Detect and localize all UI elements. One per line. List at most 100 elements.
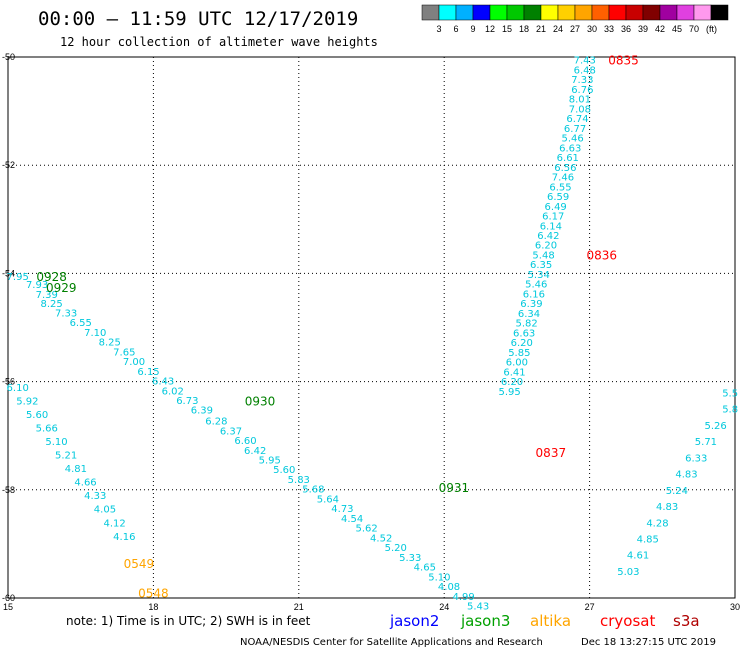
data-point-s3a: 5.5	[722, 388, 738, 399]
data-point-cryosat: 5.48	[532, 250, 554, 261]
plot-frame	[7, 56, 736, 599]
data-point-cryosat: 7.08	[569, 104, 591, 115]
data-point-cryosat: 6.76	[571, 85, 593, 96]
data-point-cryosat: 6.35	[530, 260, 552, 271]
data-point-jason3: 6.73	[176, 396, 198, 407]
scale-swatch	[506, 4, 525, 21]
data-point-altika: 5.60	[26, 410, 48, 421]
chart-note: note: 1) Time is in UTC; 2) SWH is in fe…	[66, 614, 311, 628]
satellite-jason2: jason2	[389, 612, 439, 630]
x-tick-label: 30	[730, 602, 740, 612]
data-point-jason3: 5.83	[288, 475, 310, 486]
scale-label: 9	[470, 24, 475, 34]
data-point-jason3: 5.10	[428, 572, 450, 583]
data-point-altika: 5.66	[36, 424, 58, 435]
data-point-cryosat: 6.20	[501, 377, 523, 388]
data-point-cryosat: 6.61	[557, 153, 579, 164]
pass-time-label: 0928	[36, 270, 67, 284]
data-point-cryosat: 6.49	[545, 202, 567, 213]
data-point-cryosat: 7.43	[574, 56, 596, 67]
data-point-cryosat: 6.55	[549, 182, 571, 193]
chart-subtitle: 12 hour collection of altimeter wave hei…	[60, 35, 378, 49]
scale-label: 45	[672, 24, 682, 34]
data-point-cryosat: 6.20	[511, 338, 533, 349]
wave-height-points: 7.957.937.398.257.336.557.108.257.657.00…	[7, 56, 739, 613]
data-point-cryosat: 6.48	[574, 65, 596, 76]
data-point-jason3: 5.60	[273, 465, 295, 476]
pass-time-label: 0548	[138, 587, 169, 601]
satellite-cryosat: cryosat	[600, 612, 655, 630]
data-point-jason3: 7.00	[123, 357, 145, 368]
footer-credit: NOAA/NESDIS Center for Satellite Applica…	[240, 637, 543, 648]
data-point-cryosat: 5.85	[508, 348, 530, 359]
satellite-jason3: jason3	[460, 612, 510, 630]
pass-time-label: 0836	[586, 248, 617, 262]
data-point-jason3: 7.65	[113, 347, 135, 358]
y-tick-label: -52	[2, 160, 15, 170]
data-point-jason3: 7.95	[7, 272, 29, 283]
data-point-jason3: 6.60	[234, 436, 256, 447]
scale-label: 36	[621, 24, 631, 34]
data-point-cryosat: 5.46	[525, 280, 547, 291]
data-point-s3a: 5.8	[722, 405, 738, 416]
data-point-altika: 4.66	[74, 478, 96, 489]
data-point-cryosat: 5.34	[528, 270, 550, 281]
data-point-jason3: 6.02	[162, 386, 184, 397]
satellite-s3a: s3a	[673, 612, 700, 630]
x-tick-label: 21	[294, 602, 304, 612]
data-point-jason3: 5.62	[356, 524, 378, 535]
y-tick-label: -54	[2, 268, 15, 278]
grid	[8, 57, 735, 598]
scale-swatch	[557, 4, 576, 21]
data-point-jason3: 7.93	[26, 280, 48, 291]
data-point-cryosat: 6.34	[518, 309, 540, 320]
data-point-jason3: 7.33	[55, 308, 77, 319]
scale-label: 18	[519, 24, 529, 34]
scale-swatch	[421, 4, 440, 21]
data-point-jason3: 6.43	[152, 377, 174, 388]
data-point-altika: 5.21	[55, 451, 77, 462]
data-point-jason3: 4.52	[370, 533, 392, 544]
scale-swatch	[608, 4, 627, 21]
data-point-cryosat: 6.14	[540, 221, 562, 232]
data-point-cryosat: 5.82	[515, 319, 537, 330]
data-point-cryosat: 6.77	[564, 124, 586, 135]
data-point-cryosat: 6.17	[542, 212, 564, 223]
x-tick-label: 18	[148, 602, 158, 612]
data-point-cryosat: 6.59	[547, 192, 569, 203]
pass-time-label: 0549	[124, 557, 155, 571]
data-point-cryosat: 8.01	[569, 95, 591, 106]
data-point-s3a: 4.83	[675, 470, 697, 481]
scale-swatch	[676, 4, 695, 21]
data-point-jason3: 5.95	[259, 456, 281, 467]
data-point-s3a: 5.71	[695, 437, 717, 448]
data-point-cryosat: 6.42	[537, 231, 559, 242]
scale-swatch	[625, 4, 644, 21]
data-point-jason3: 6.15	[137, 367, 159, 378]
x-tick-label: 27	[585, 602, 595, 612]
scale-swatch	[642, 4, 661, 21]
data-point-altika: 6.10	[7, 383, 29, 394]
data-point-cryosat: 7.33	[571, 75, 593, 86]
y-tick-label: -60	[2, 593, 15, 603]
data-point-cryosat: 6.74	[566, 114, 588, 125]
scale-label: 39	[638, 24, 648, 34]
pass-time-label: 0931	[439, 481, 470, 495]
y-tick-label: -50	[2, 52, 15, 62]
data-point-s3a: 4.85	[637, 534, 659, 545]
data-point-cryosat: 6.20	[535, 241, 557, 252]
data-point-cryosat: 5.46	[562, 134, 584, 145]
data-point-jason3: 6.28	[205, 417, 227, 428]
pass-time-label: 0929	[46, 281, 77, 295]
scale-label: 21	[536, 24, 546, 34]
scale-swatch	[591, 4, 610, 21]
scale-label: 12	[485, 24, 495, 34]
scale-swatch	[540, 4, 559, 21]
data-point-jason3: 5.68	[302, 485, 324, 496]
data-point-jason3: 6.55	[70, 318, 92, 329]
data-point-altika: 4.16	[113, 532, 135, 543]
scale-label: 3	[436, 24, 441, 34]
data-point-cryosat: 6.41	[503, 367, 525, 378]
data-point-s3a: 4.61	[627, 551, 649, 562]
